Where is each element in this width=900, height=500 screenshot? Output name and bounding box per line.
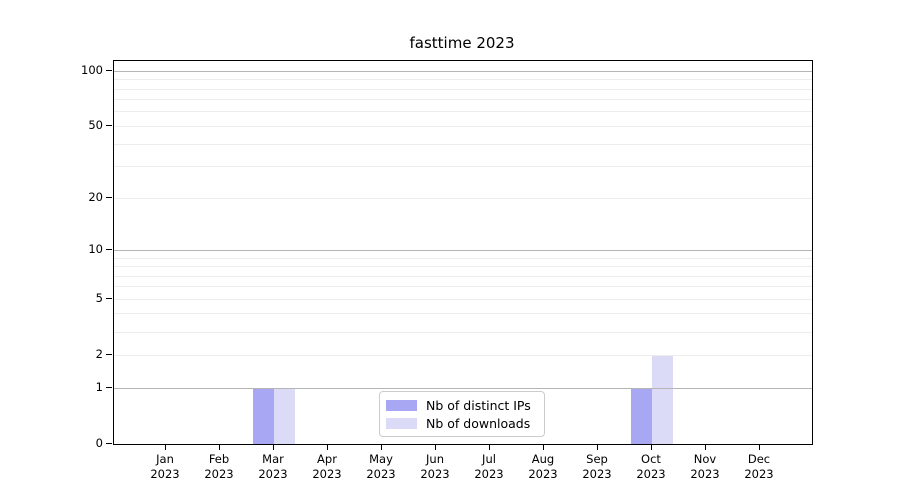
gridline-20: [114, 197, 812, 199]
x-tick-mark-dec-2023: [758, 444, 760, 450]
y-tick-label-100: 100: [81, 63, 103, 78]
x-tick-mark-jan-2023: [164, 444, 166, 450]
x-tick-label-may-2023: May 2023: [366, 452, 396, 481]
gridline-60: [114, 111, 812, 113]
gridline-5: [114, 298, 812, 300]
gridline-8: [114, 266, 812, 267]
y-tick-mark-2: [106, 353, 112, 355]
gridline-70: [114, 99, 812, 101]
y-tick-mark-50: [106, 124, 112, 127]
y-tick-label-50: 50: [88, 118, 103, 133]
gridline-10: [114, 249, 812, 251]
bar-oct-2023-downloads: [652, 355, 673, 444]
gridlines-layer: [114, 61, 812, 444]
plot-area: Nb of distinct IPs Nb of downloads: [113, 60, 813, 445]
y-tick-mark-100: [106, 69, 112, 71]
y-tick-label-2: 2: [95, 347, 103, 362]
gridline-40: [114, 143, 812, 145]
legend-swatch-downloads: [386, 417, 417, 429]
x-tick-label-dec-2023: Dec 2023: [744, 452, 774, 481]
gridline-9: [114, 257, 812, 259]
y-tick-label-0: 0: [95, 436, 103, 450]
gridline-6: [114, 286, 812, 288]
gridline-7: [114, 275, 812, 277]
gridline-50: [114, 125, 812, 127]
y-tick-mark-5: [106, 297, 112, 299]
x-tick-mark-apr-2023: [326, 444, 328, 450]
x-tick-mark-jul-2023: [488, 444, 490, 450]
legend-swatch-distinct-ips: [386, 399, 417, 411]
x-tick-label-oct-2023: Oct 2023: [636, 452, 666, 481]
gridline-80: [114, 88, 812, 90]
x-tick-mark-nov-2023: [704, 444, 706, 450]
x-tick-mark-sep-2023: [596, 444, 598, 450]
bars-layer: [114, 61, 812, 444]
y-tick-label-10: 10: [88, 242, 103, 257]
x-tick-mark-feb-2023: [218, 444, 220, 450]
legend: Nb of distinct IPs Nb of downloads: [379, 391, 545, 437]
x-tick-label-nov-2023: Nov 2023: [690, 452, 720, 481]
x-tick-label-apr-2023: Apr 2023: [312, 452, 342, 481]
x-tick-mark-mar-2023: [272, 444, 274, 450]
y-tick-label-5: 5: [95, 291, 103, 306]
x-tick-label-sep-2023: Sep 2023: [582, 452, 612, 481]
x-tick-mark-aug-2023: [542, 444, 544, 450]
legend-item-downloads: Nb of downloads: [386, 417, 544, 430]
gridline-2: [114, 354, 812, 356]
x-tick-label-jan-2023: Jan 2023: [150, 452, 180, 481]
gridline-1: [114, 387, 812, 389]
gridline-30: [114, 166, 812, 168]
legend-label: Nb of distinct IPs: [426, 397, 531, 413]
y-tick-mark-10: [106, 248, 112, 250]
gridline-4: [114, 313, 812, 315]
bar-mar-2023-distinct-ips: [253, 388, 274, 444]
y-tick-label-1: 1: [95, 380, 103, 394]
x-tick-label-mar-2023: Mar 2023: [258, 452, 288, 481]
chart-title: fasttime 2023: [409, 34, 515, 52]
legend-label: Nb of downloads: [426, 415, 531, 431]
y-tick-mark-20: [106, 196, 112, 198]
x-tick-label-aug-2023: Aug 2023: [528, 452, 558, 481]
y-tick-label-20: 20: [88, 190, 103, 205]
x-tick-mark-oct-2023: [650, 444, 652, 450]
x-tick-mark-jun-2023: [434, 444, 436, 450]
x-tick-label-feb-2023: Feb 2023: [204, 452, 234, 481]
x-tick-label-jun-2023: Jun 2023: [420, 452, 450, 481]
y-tick-mark-1: [106, 386, 112, 388]
bar-mar-2023-downloads: [274, 388, 295, 444]
bar-oct-2023-distinct-ips: [631, 388, 652, 444]
gridline-3: [114, 331, 812, 333]
gridline-90: [114, 79, 812, 81]
x-tick-label-jul-2023: Jul 2023: [474, 452, 504, 481]
y-tick-mark-0: [106, 442, 112, 444]
x-tick-mark-may-2023: [380, 444, 382, 450]
gridline-100: [114, 70, 812, 72]
legend-item-distinct-ips: Nb of distinct IPs: [386, 399, 544, 412]
